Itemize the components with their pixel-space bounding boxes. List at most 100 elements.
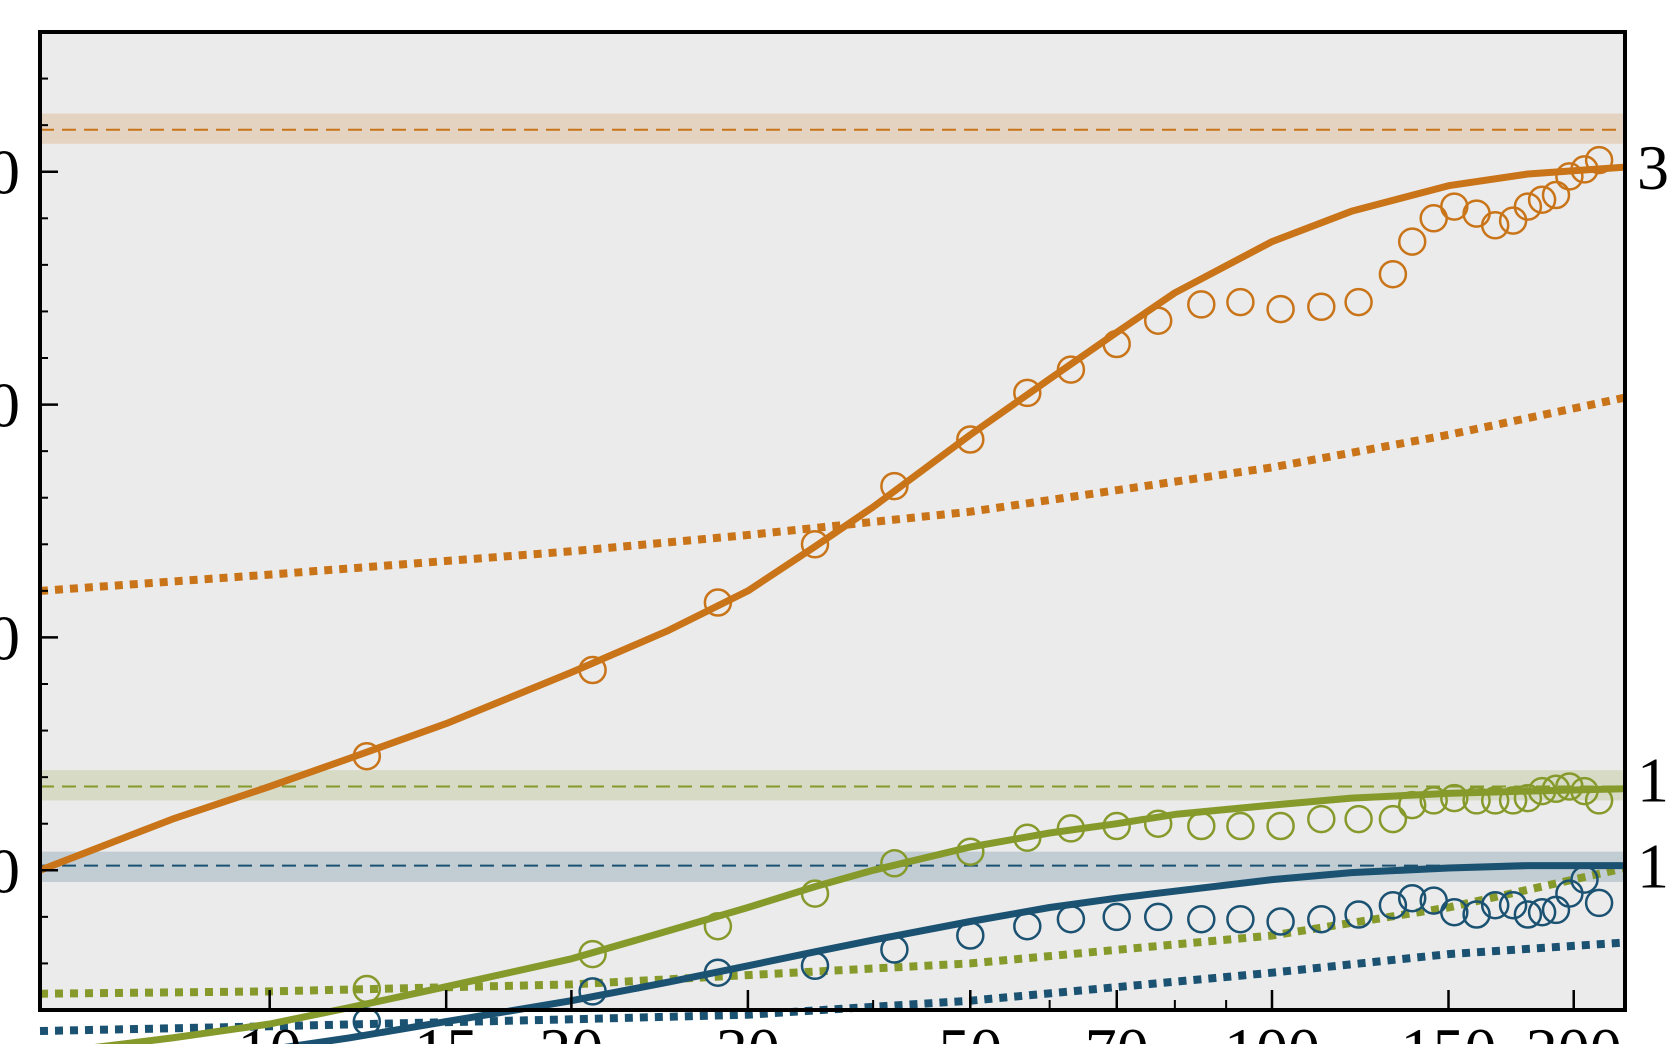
blue-data-point bbox=[1527, 897, 1557, 927]
green-data-point bbox=[1527, 776, 1557, 806]
orange-data-point bbox=[1187, 290, 1216, 319]
limit-lines bbox=[40, 128, 1625, 867]
orange-data-point bbox=[956, 425, 985, 454]
orange-data-point bbox=[1480, 211, 1510, 240]
green-data-point bbox=[1307, 804, 1336, 834]
x-tick-label: 100 bbox=[1224, 1015, 1320, 1044]
green-data-point bbox=[1378, 804, 1408, 834]
green-data-point bbox=[1440, 783, 1469, 813]
x-tick-label: 70 bbox=[1085, 1015, 1149, 1044]
blue-data-point bbox=[1480, 890, 1510, 920]
orange-data-point bbox=[1570, 155, 1599, 184]
plot-frame bbox=[38, 30, 1627, 1012]
blue-data-point bbox=[1462, 900, 1491, 929]
blue-data-point bbox=[956, 921, 985, 950]
orange-fit-curve bbox=[38, 163, 1626, 874]
orange-data-point bbox=[703, 588, 733, 617]
orange-data-point bbox=[880, 471, 909, 501]
orange-data-point bbox=[1440, 192, 1469, 221]
green-data-point bbox=[703, 911, 733, 941]
green-data-point bbox=[956, 837, 985, 866]
orange-limit-band bbox=[40, 113, 1625, 144]
x-tick-label: 10 bbox=[238, 1015, 302, 1044]
green-data-point bbox=[1480, 786, 1510, 815]
green-model-curve bbox=[39, 864, 1626, 998]
blue-data-point bbox=[1266, 907, 1295, 936]
blue-data-point bbox=[1344, 900, 1373, 929]
x-tick-label: 50 bbox=[938, 1015, 1002, 1044]
green-data-point bbox=[1056, 814, 1086, 843]
green-data-point bbox=[1266, 811, 1295, 841]
x-tick-label: 15 bbox=[414, 1015, 478, 1044]
orange-data-point bbox=[1307, 292, 1336, 322]
blue-data-point bbox=[1102, 902, 1131, 932]
blue-data-point bbox=[1307, 904, 1336, 934]
blue-data-point bbox=[1570, 865, 1599, 894]
green-data-point bbox=[1513, 783, 1543, 813]
blue-data-point bbox=[1440, 897, 1469, 927]
orange-data-point bbox=[800, 530, 830, 559]
blue-fit-curve bbox=[283, 862, 1625, 1044]
green-data-point bbox=[1498, 786, 1528, 815]
orange-end-label: 3 bbox=[1637, 132, 1667, 203]
green-data-point bbox=[1344, 804, 1373, 834]
orange-data-point bbox=[1266, 294, 1295, 324]
green-data-point bbox=[1397, 790, 1427, 820]
orange-data-point bbox=[1013, 378, 1042, 408]
y-axis-ticks: 0 0 0 0 bbox=[0, 31, 58, 1011]
blue-model-curve bbox=[39, 938, 1626, 1035]
orange-data-point bbox=[1555, 162, 1584, 191]
green-data-point bbox=[1102, 811, 1131, 841]
model-curves bbox=[39, 393, 1626, 1035]
y-tick-label: 0 bbox=[0, 602, 20, 673]
y-tick-label: 0 bbox=[0, 370, 20, 441]
orange-data-point bbox=[1541, 180, 1571, 210]
x-tick-label: 30 bbox=[716, 1015, 780, 1044]
green-data-point bbox=[1462, 786, 1491, 815]
blue-data-point bbox=[800, 951, 830, 981]
orange-data-point bbox=[1226, 287, 1255, 317]
data-points bbox=[352, 145, 1614, 1036]
x-tick-label: 20 bbox=[539, 1015, 603, 1044]
plot-background bbox=[40, 32, 1625, 1010]
blue-data-point bbox=[1187, 904, 1216, 934]
green-data-point bbox=[1187, 811, 1216, 841]
blue-data-point bbox=[703, 958, 733, 987]
blue-data-point bbox=[1378, 890, 1408, 920]
x-axis-ticks: 10 15 20 30 50 70 100 150 200 bbox=[238, 990, 1622, 1044]
green-data-point bbox=[1419, 786, 1448, 815]
blue-data-point bbox=[1584, 888, 1614, 918]
blue-end-label: 1 bbox=[1637, 831, 1667, 902]
orange-data-point bbox=[1102, 329, 1131, 359]
orange-data-point bbox=[578, 655, 607, 685]
orange-data-point bbox=[1397, 227, 1427, 256]
orange-data-point bbox=[1527, 185, 1557, 214]
green-data-point bbox=[800, 879, 830, 908]
blue-data-point bbox=[1056, 904, 1086, 934]
y-tick-label: 0 bbox=[0, 137, 20, 208]
blue-limit-band bbox=[40, 851, 1625, 882]
blue-data-point bbox=[1013, 911, 1042, 941]
green-end-label: 1 bbox=[1637, 744, 1667, 815]
blue-data-point bbox=[1498, 890, 1528, 920]
orange-data-point bbox=[1056, 355, 1086, 384]
green-data-point bbox=[880, 849, 909, 878]
orange-data-point bbox=[1584, 145, 1614, 175]
y-tick-label: 0 bbox=[0, 835, 20, 906]
orange-data-point bbox=[1344, 287, 1373, 317]
green-data-point bbox=[1226, 811, 1255, 841]
orange-data-point bbox=[1513, 192, 1543, 221]
blue-data-point bbox=[1513, 900, 1543, 929]
blue-data-point bbox=[1226, 904, 1255, 934]
green-data-point bbox=[352, 974, 382, 1004]
blue-data-point bbox=[1397, 883, 1427, 913]
green-data-point bbox=[1570, 776, 1599, 806]
green-fit-curve bbox=[94, 785, 1626, 1044]
green-data-point bbox=[1013, 823, 1042, 852]
x-tick-label: 150 bbox=[1401, 1015, 1497, 1044]
green-data-point bbox=[1584, 786, 1614, 815]
blue-data-point bbox=[1143, 902, 1173, 932]
green-data-point bbox=[578, 939, 607, 969]
right-series-labels: 3 1 1 bbox=[1637, 132, 1667, 902]
